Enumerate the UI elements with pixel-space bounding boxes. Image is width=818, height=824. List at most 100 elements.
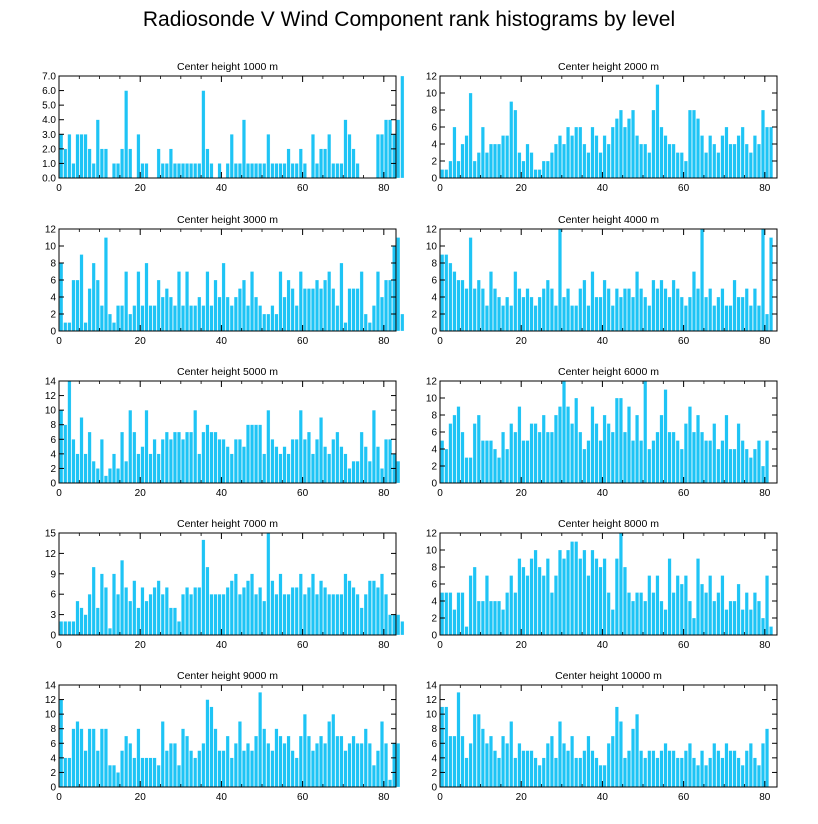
- histogram-bar: [696, 558, 700, 636]
- x-tick-label: 40: [597, 183, 609, 194]
- histogram-bar: [144, 163, 149, 179]
- histogram-bar: [720, 135, 725, 179]
- y-tick-label: 8: [431, 563, 437, 574]
- histogram-bar: [355, 461, 360, 484]
- histogram-bar: [627, 592, 631, 636]
- histogram-bar: [286, 735, 291, 788]
- histogram-bar: [525, 143, 530, 179]
- histogram-bar: [384, 119, 388, 179]
- histogram-bar: [79, 254, 84, 332]
- y-tick-label: 4.0: [42, 115, 56, 126]
- histogram-bar: [160, 439, 165, 484]
- histogram-bar: [144, 262, 149, 332]
- histogram-bar: [63, 757, 68, 788]
- histogram-bar: [594, 558, 599, 636]
- histogram-bar: [189, 163, 194, 179]
- histogram-bar: [290, 587, 295, 636]
- x-tick-label: 0: [437, 640, 443, 651]
- histogram-bar: [185, 163, 189, 179]
- histogram-bar: [254, 594, 258, 636]
- histogram-bar: [347, 580, 352, 636]
- histogram-bar: [675, 440, 680, 484]
- histogram-bar: [193, 305, 198, 332]
- histogram-bar: [683, 305, 688, 332]
- histogram-bar: [614, 558, 619, 636]
- histogram-bar: [79, 134, 84, 179]
- histogram-bar: [732, 448, 737, 484]
- histogram-bar: [71, 279, 76, 332]
- y-tick-label: 8: [50, 420, 56, 431]
- histogram-bar: [671, 143, 676, 179]
- histogram-bar: [351, 148, 356, 179]
- histogram-bar: [282, 296, 287, 332]
- histogram-bar: [647, 305, 652, 332]
- histogram-bar: [351, 288, 356, 332]
- histogram-bar: [570, 135, 575, 179]
- x-tick-label: 20: [516, 640, 528, 651]
- histogram-bar: [602, 765, 607, 788]
- histogram-bar: [311, 453, 315, 484]
- y-tick-label: 8: [431, 411, 437, 422]
- y-tick-label: 0: [431, 327, 437, 338]
- histogram-bar: [181, 594, 185, 636]
- histogram-bar: [71, 163, 76, 179]
- histogram-bar: [140, 305, 145, 332]
- histogram-bar: [533, 169, 538, 179]
- x-tick-label: 0: [437, 336, 443, 347]
- histogram-bar: [566, 406, 570, 484]
- histogram-bar: [91, 728, 96, 788]
- histogram-bar: [736, 135, 741, 179]
- histogram-bar: [574, 757, 579, 788]
- histogram-bar: [509, 423, 514, 484]
- histogram-bar: [476, 279, 481, 332]
- histogram-bar: [376, 271, 380, 332]
- histogram-bar: [728, 600, 733, 636]
- histogram-bar: [663, 609, 668, 636]
- histogram-bar: [136, 453, 141, 484]
- histogram-bar: [497, 296, 501, 332]
- histogram-bar: [740, 126, 745, 179]
- histogram-bar: [144, 410, 149, 484]
- x-tick-label: 80: [378, 640, 390, 651]
- histogram-bar: [696, 414, 700, 484]
- histogram-bar: [95, 468, 100, 484]
- y-tick-label: 8: [50, 724, 56, 735]
- histogram-bar: [700, 583, 704, 636]
- x-tick-label: 20: [135, 183, 147, 194]
- histogram-bar: [75, 721, 80, 788]
- histogram-bar: [278, 573, 283, 636]
- histogram-bar: [740, 609, 745, 636]
- histogram-bar: [590, 406, 595, 484]
- histogram-bar: [116, 305, 120, 332]
- y-tick-label: 3: [50, 610, 56, 621]
- histogram-panel: Center height 3000 m 0 2 4 6 8 10 12 0 20 40 60 80: [45, 214, 405, 347]
- histogram-bar: [99, 439, 104, 484]
- histogram-bar: [590, 549, 595, 636]
- histogram-bar: [193, 410, 198, 484]
- histogram-bar: [319, 417, 323, 484]
- histogram-bar: [517, 558, 522, 636]
- histogram-bar: [104, 475, 108, 484]
- histogram-bar: [205, 148, 210, 179]
- histogram-bar: [700, 750, 704, 788]
- histogram-bar: [736, 296, 741, 332]
- y-tick-label: 2: [50, 464, 56, 475]
- histogram-bar: [464, 457, 469, 484]
- histogram-bar: [655, 757, 660, 788]
- histogram-bar: [83, 614, 88, 636]
- histogram-bar: [311, 573, 315, 636]
- histogram-bar: [229, 580, 234, 636]
- histogram-bar: [501, 735, 505, 788]
- histogram-bar: [472, 714, 477, 788]
- x-tick-label: 40: [597, 488, 609, 499]
- histogram-bar: [331, 714, 336, 788]
- histogram-bar: [679, 448, 684, 484]
- panel-title: Center height 4000 m: [558, 214, 659, 226]
- y-tick-label: 8: [431, 259, 437, 270]
- histogram-bar: [509, 575, 514, 636]
- histogram-bar: [533, 549, 538, 636]
- histogram-bar: [635, 592, 639, 636]
- histogram-bar: [152, 757, 157, 788]
- histogram-bar: [181, 439, 185, 484]
- histogram-bar: [744, 143, 749, 179]
